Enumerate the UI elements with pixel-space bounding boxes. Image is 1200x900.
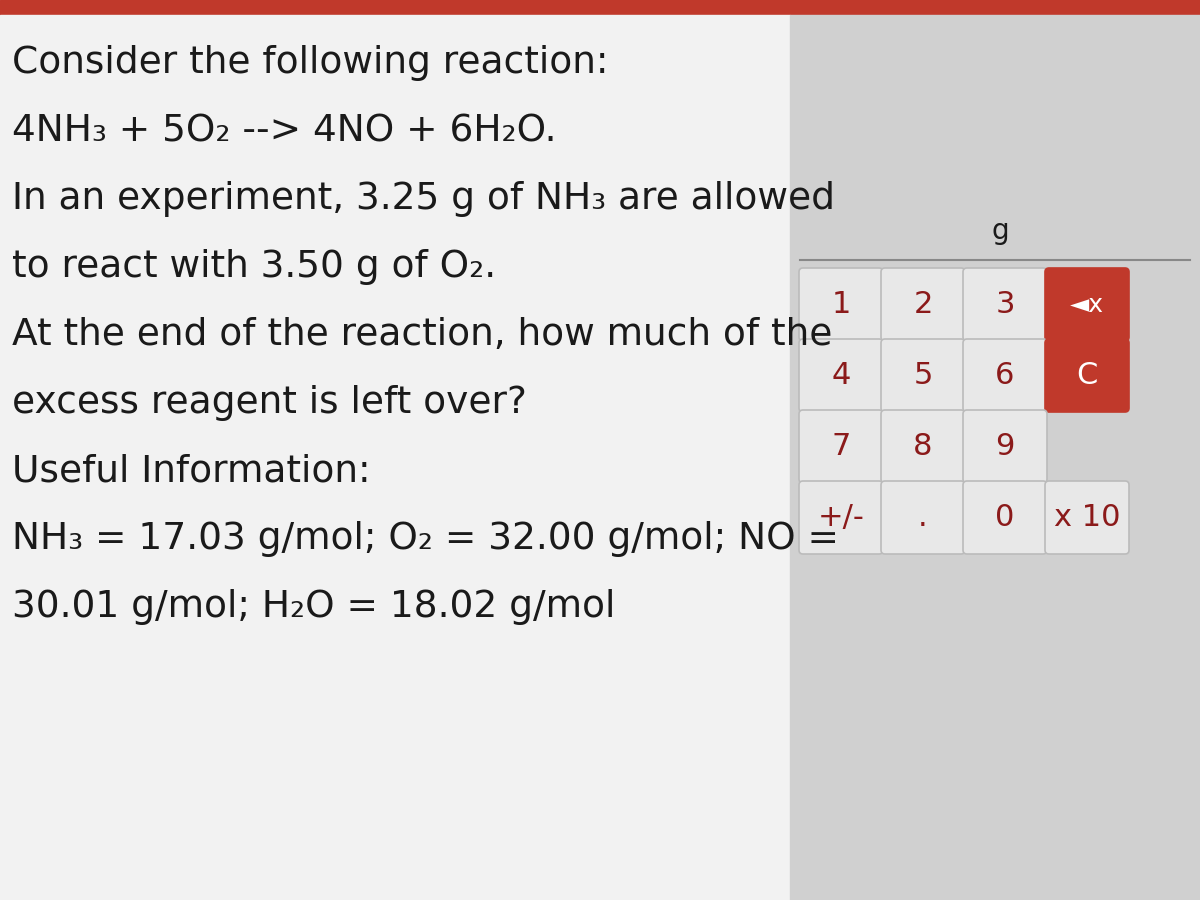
Text: excess reagent is left over?: excess reagent is left over?	[12, 385, 527, 421]
FancyBboxPatch shape	[964, 410, 1046, 483]
Text: 2: 2	[913, 290, 932, 319]
Text: 8: 8	[913, 432, 932, 461]
FancyBboxPatch shape	[964, 268, 1046, 341]
FancyBboxPatch shape	[799, 268, 883, 341]
Text: ◄x: ◄x	[1070, 292, 1104, 317]
Text: +/-: +/-	[817, 503, 864, 532]
Text: 0: 0	[995, 503, 1015, 532]
FancyBboxPatch shape	[964, 339, 1046, 412]
Text: NH₃ = 17.03 g/mol; O₂ = 32.00 g/mol; NO =: NH₃ = 17.03 g/mol; O₂ = 32.00 g/mol; NO …	[12, 521, 839, 557]
Text: In an experiment, 3.25 g of NH₃ are allowed: In an experiment, 3.25 g of NH₃ are allo…	[12, 181, 835, 217]
Text: 6: 6	[995, 361, 1015, 390]
Bar	[0, 15, 790, 900]
Text: 1: 1	[832, 290, 851, 319]
Text: 30.01 g/mol; H₂O = 18.02 g/mol: 30.01 g/mol; H₂O = 18.02 g/mol	[12, 589, 616, 625]
FancyBboxPatch shape	[1045, 268, 1129, 341]
Text: 9: 9	[995, 432, 1015, 461]
FancyBboxPatch shape	[1045, 481, 1129, 554]
Bar	[0, 0, 1200, 15]
Text: Consider the following reaction:: Consider the following reaction:	[12, 45, 608, 81]
Text: g: g	[991, 217, 1009, 245]
FancyBboxPatch shape	[1045, 339, 1129, 412]
Text: to react with 3.50 g of O₂.: to react with 3.50 g of O₂.	[12, 249, 496, 285]
Text: 7: 7	[832, 432, 851, 461]
Text: At the end of the reaction, how much of the: At the end of the reaction, how much of …	[12, 317, 833, 353]
Text: Useful Information:: Useful Information:	[12, 453, 371, 489]
Text: C: C	[1076, 361, 1098, 390]
Text: .: .	[918, 503, 928, 532]
Text: 3: 3	[995, 290, 1015, 319]
Bar	[790, 15, 1200, 900]
Text: 4: 4	[832, 361, 851, 390]
FancyBboxPatch shape	[881, 481, 965, 554]
Text: x 10: x 10	[1054, 503, 1121, 532]
FancyBboxPatch shape	[799, 481, 883, 554]
FancyBboxPatch shape	[881, 268, 965, 341]
Text: 5: 5	[913, 361, 932, 390]
FancyBboxPatch shape	[964, 481, 1046, 554]
FancyBboxPatch shape	[799, 410, 883, 483]
Text: 4NH₃ + 5O₂ --> 4NO + 6H₂O.: 4NH₃ + 5O₂ --> 4NO + 6H₂O.	[12, 113, 557, 149]
FancyBboxPatch shape	[881, 410, 965, 483]
FancyBboxPatch shape	[881, 339, 965, 412]
FancyBboxPatch shape	[799, 339, 883, 412]
